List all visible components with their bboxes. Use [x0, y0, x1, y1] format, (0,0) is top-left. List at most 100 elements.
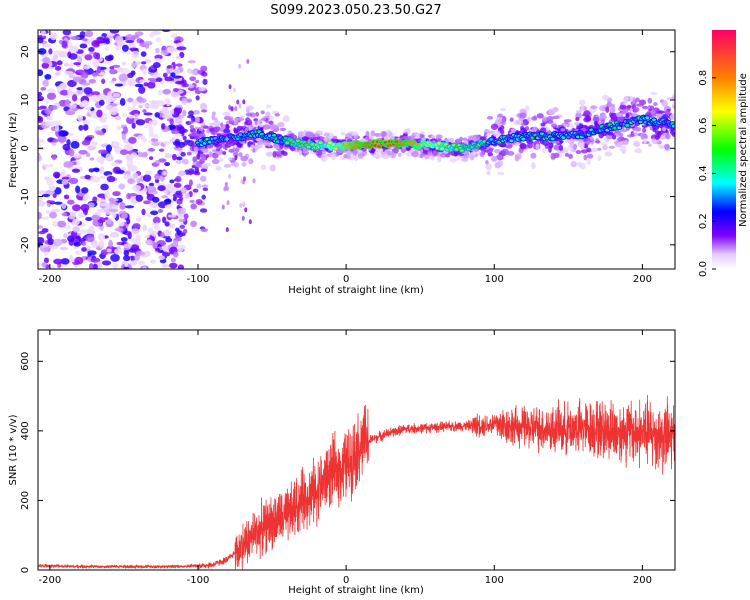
spectrogram-cell — [588, 107, 597, 113]
spectrogram-cell — [462, 137, 468, 142]
spectrogram-cell — [116, 125, 122, 131]
spectrogram-cell — [38, 262, 42, 268]
spectrogram-cell — [104, 47, 110, 52]
spectrogram-cell — [274, 113, 280, 117]
spectrogram-cell — [585, 138, 591, 146]
spectrogram-cell — [118, 221, 125, 227]
spectrogram-cell — [52, 154, 57, 161]
spectrogram-cell — [126, 218, 131, 225]
spectrogram-cell — [109, 80, 115, 84]
spectrogram-cell — [181, 232, 186, 237]
spectrogram-cell — [451, 143, 456, 147]
spectrogram-cell — [212, 120, 221, 127]
spectrogram-cell — [456, 155, 461, 161]
spectrogram-cell — [465, 150, 470, 157]
spectrogram-cell — [130, 152, 138, 159]
spectrogram-cell — [160, 50, 169, 56]
spectrogram-cell — [621, 109, 628, 115]
spectrogram-cell — [298, 149, 303, 156]
spectrogram-cell — [74, 256, 84, 265]
spectrogram-cell — [154, 160, 161, 165]
spectrogram-cell — [405, 151, 413, 157]
spectrogram-cell — [161, 195, 169, 199]
spectrogram-cell — [164, 230, 171, 237]
spectrogram-cell — [147, 81, 156, 89]
spectrogram-cell — [390, 133, 395, 141]
spectrogram-cell — [121, 44, 129, 52]
spectrogram-cell — [149, 100, 159, 104]
spectrogram-cell — [437, 142, 442, 145]
spectrogram-cell — [77, 114, 84, 122]
spectrogram-cell — [126, 158, 134, 166]
spectrogram-cell — [174, 107, 180, 113]
spectrogram-cell — [241, 215, 245, 221]
spectrogram-cell — [91, 141, 98, 146]
spectrogram-cell — [616, 137, 621, 141]
spectrogram-cell — [148, 33, 155, 38]
spectrogram-cell — [96, 261, 103, 269]
spectrogram-cell — [612, 116, 619, 120]
spectrogram-x-tick-label: -200 — [38, 274, 61, 285]
spectrogram-cell — [190, 220, 198, 228]
spectrogram-cell — [139, 79, 148, 84]
spectrogram-cell — [88, 168, 95, 173]
spectrogram-cell — [162, 141, 172, 145]
spectrogram-cell — [173, 182, 182, 188]
spectrogram-cell — [125, 205, 135, 209]
spectrogram-cell — [132, 223, 141, 229]
spectrogram-cell — [612, 134, 617, 140]
spectrogram-cell — [195, 116, 200, 123]
spectrogram-cell — [461, 157, 469, 162]
spectrogram-cell — [40, 86, 47, 91]
spectrogram-cell — [605, 128, 610, 132]
spectrogram-cell — [619, 145, 627, 152]
spectrogram-cell — [118, 183, 126, 190]
spectrogram-cell — [205, 154, 210, 158]
spectrogram-cell — [419, 152, 424, 159]
spectrogram-cell — [222, 111, 231, 117]
spectrogram-cell — [38, 138, 43, 143]
spectrogram-cell — [506, 135, 511, 138]
spectrogram-cell — [233, 127, 237, 133]
spectrogram-cell — [244, 207, 248, 213]
spectrogram-cell — [87, 250, 97, 256]
spectrogram-cell — [194, 166, 200, 174]
spectrogram-cell — [224, 145, 228, 151]
spectrogram-cell — [82, 124, 89, 131]
spectrogram-cell — [167, 214, 177, 218]
snr-x-ticks: -200 -100 0 100 200 — [38, 330, 652, 586]
spectrogram-cell — [228, 173, 232, 179]
spectrogram-cell — [101, 260, 112, 266]
spectrogram-cell — [148, 182, 155, 187]
spectrogram-cell — [134, 254, 140, 262]
spectrogram-cell — [262, 124, 271, 130]
spectrogram-cell — [594, 140, 601, 144]
spectrogram-cell — [190, 115, 196, 123]
spectrogram-cell — [179, 224, 186, 230]
spectrogram-cell — [625, 113, 630, 118]
spectrogram-cell — [162, 72, 168, 78]
spectrogram-cell — [235, 146, 240, 153]
spectrogram-cell — [81, 187, 89, 194]
spectrogram-cell — [38, 142, 42, 147]
spectrogram-cell — [60, 169, 66, 176]
spectrogram-cell — [279, 145, 284, 149]
spectrogram-cell — [69, 148, 75, 157]
spectrogram-cell — [42, 79, 50, 87]
spectrogram-cell — [373, 153, 378, 158]
colorbar-gradient — [712, 30, 736, 269]
spectrogram-cell — [486, 133, 491, 137]
spectrogram-cell — [142, 224, 148, 232]
spectrogram-cell — [501, 120, 506, 126]
spectrogram-cell — [200, 168, 208, 173]
spectrogram-cell — [166, 46, 176, 54]
spectrogram-cell — [607, 131, 614, 136]
spectrogram-cell — [575, 150, 582, 155]
colorbar-tick-label: 0.8 — [698, 70, 709, 86]
spectrogram-cell — [176, 245, 184, 252]
spectrogram-cell — [198, 126, 204, 132]
colorbar-label: Normalized spectral amplitude — [738, 73, 749, 227]
spectrogram-cell — [181, 97, 188, 105]
spectrogram-cell — [123, 243, 132, 249]
spectrogram-cell — [486, 170, 491, 176]
